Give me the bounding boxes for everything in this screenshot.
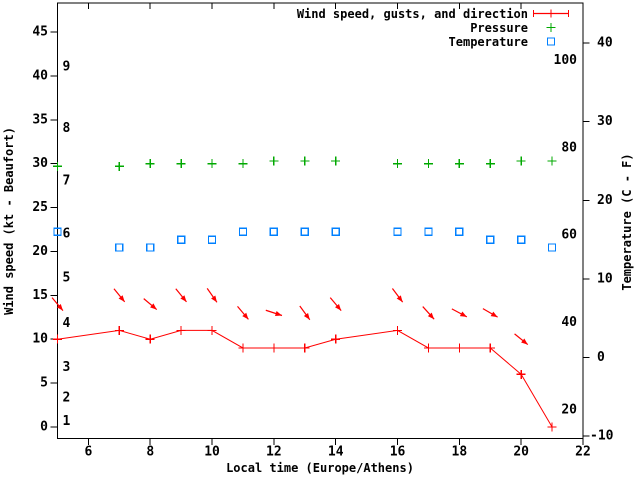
fahrenheit-scale-label: 20 <box>561 402 577 417</box>
y-right-tick-label: 30 <box>597 114 613 129</box>
gust-arrow-head <box>396 295 403 303</box>
legend-temperature-sample <box>546 37 556 46</box>
beaufort-scale-label: 4 <box>63 316 71 331</box>
temperature-point <box>300 227 309 236</box>
gust-arrow-head <box>459 311 467 317</box>
beaufort-scale-label: 9 <box>63 60 71 75</box>
x-tick-label: 8 <box>146 445 154 460</box>
y-left-tick-label: 10 <box>32 332 48 347</box>
gust-arrow-head <box>211 295 217 303</box>
y-left-tick-label: 45 <box>32 24 48 39</box>
temperature-point <box>393 227 402 236</box>
y-left-tick-label: 20 <box>32 244 48 259</box>
beaufort-scale-label: 8 <box>63 121 71 136</box>
temperature-point <box>115 243 124 252</box>
y-right-tick-label: 20 <box>597 193 613 208</box>
x-tick-label: 20 <box>513 445 529 460</box>
temperature-point <box>176 235 186 244</box>
y-left-tick-label: 0 <box>40 420 48 435</box>
y-right-tick-label: -10 <box>590 429 614 444</box>
temperature-point <box>331 227 340 236</box>
y-right-tick-label: 40 <box>597 36 613 51</box>
right-axis-title: Temperature (C - F) <box>620 153 634 291</box>
x-tick-label: 22 <box>575 445 591 460</box>
fahrenheit-scale-label: 80 <box>561 140 577 155</box>
beaufort-scale-label: 3 <box>63 360 71 375</box>
gust-arrow-head <box>303 312 310 320</box>
x-tick-label: 6 <box>84 445 92 460</box>
left-axis-title: Wind speed (kt - Beaufort) <box>2 127 16 315</box>
temperature-point <box>269 227 279 236</box>
legend-label-temperature: Temperature <box>448 35 528 49</box>
beaufort-scale-label: 7 <box>63 174 71 189</box>
legend-label-wind: Wind speed, gusts, and direction <box>296 7 528 21</box>
x-tick-label: 18 <box>452 445 468 460</box>
y-left-tick-label: 25 <box>32 200 48 215</box>
y-left-tick-label: 5 <box>40 376 48 391</box>
temperature-point <box>207 235 217 244</box>
x-axis-title: Local time (Europe/Athens) <box>226 461 414 475</box>
fahrenheit-scale-label: 60 <box>561 228 577 243</box>
x-tick-label: 16 <box>390 445 406 460</box>
x-tick-label: 10 <box>204 445 220 460</box>
gust-arrow-head <box>335 303 342 311</box>
gust-arrow-head <box>56 303 63 311</box>
gust-arrow-head <box>427 312 435 320</box>
beaufort-scale-label: 2 <box>63 391 71 406</box>
temperature-point <box>547 243 557 252</box>
temperature-point <box>238 227 248 236</box>
gust-arrow-head <box>521 338 528 345</box>
beaufort-scale-label: 6 <box>63 226 71 241</box>
y-left-tick-label: 30 <box>32 156 48 171</box>
y-left-tick-label: 35 <box>32 112 48 127</box>
gust-arrow-head <box>180 295 187 302</box>
gust-arrow-head <box>150 303 157 310</box>
fahrenheit-scale-label: 40 <box>561 315 577 330</box>
y-right-tick-label: 10 <box>597 271 613 286</box>
y-left-tick-label: 15 <box>32 288 48 303</box>
gust-arrow-head <box>118 295 125 302</box>
gust-arrow-head <box>490 311 498 318</box>
beaufort-scale-label: 1 <box>63 414 71 429</box>
beaufort-scale-label: 5 <box>63 270 71 285</box>
plot-border <box>57 2 584 439</box>
gust-arrow-head <box>242 312 249 320</box>
fahrenheit-scale-label: 100 <box>554 53 578 68</box>
temperature-point <box>517 235 526 244</box>
y-left-tick-label: 40 <box>32 68 48 83</box>
y-right-tick-label: 0 <box>597 350 605 365</box>
temperature-point <box>486 235 495 244</box>
gust-arrow-head <box>274 311 282 316</box>
temperature-point <box>455 227 464 236</box>
temperature-point <box>53 227 62 236</box>
x-tick-label: 12 <box>266 445 282 460</box>
temperature-point <box>424 227 433 236</box>
x-tick-label: 14 <box>328 445 344 460</box>
temperature-point <box>146 243 155 252</box>
legend-label-pressure: Pressure <box>470 21 528 35</box>
